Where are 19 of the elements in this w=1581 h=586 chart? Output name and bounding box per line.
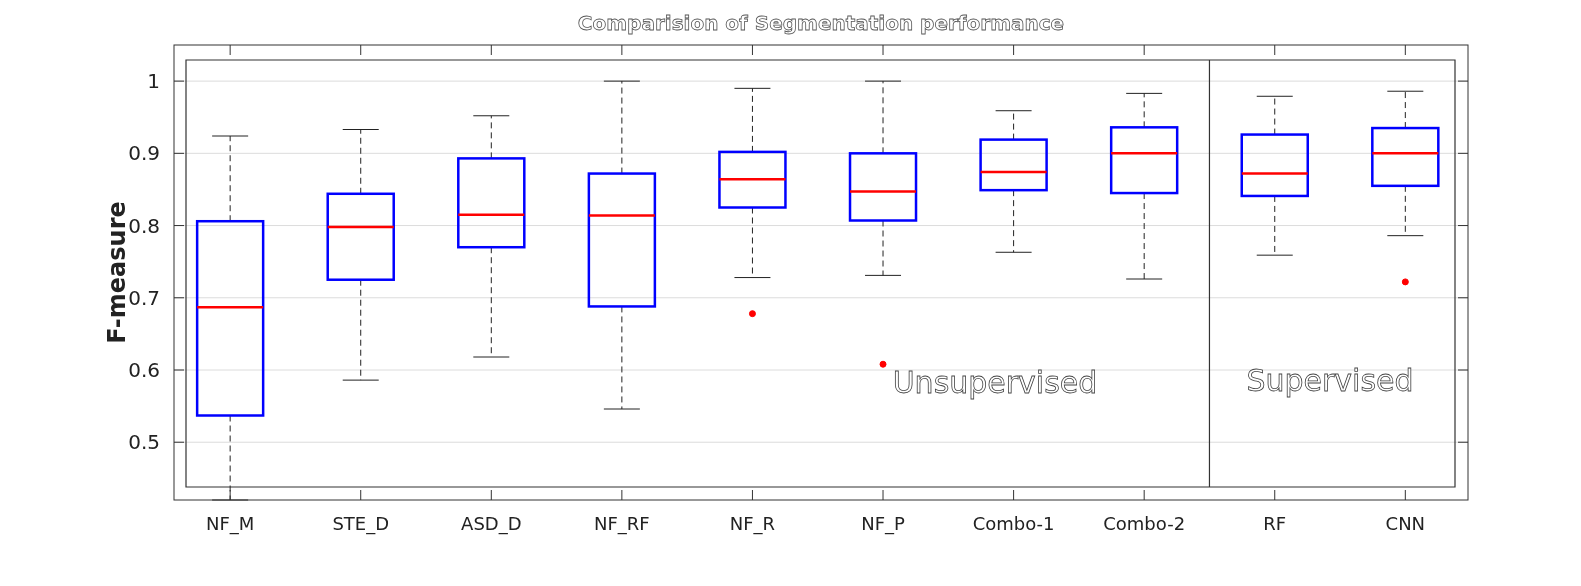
x-tick-label: Combo-2 [1103,513,1186,534]
x-tick-label: NF_R [729,513,776,535]
x-tick-label: CNN [1385,513,1426,534]
annotation: Unsupervised [892,364,1098,400]
y-tick-label: 0.6 [128,358,160,382]
x-tick-label: Combo-1 [972,513,1055,534]
x-tick-label: STE_D [332,513,390,535]
x-tick-label: NF_RF [594,513,650,535]
y-tick-label: 1 [147,69,160,94]
x-tick-label: NF_P [861,513,905,535]
x-tick-label: ASD_D [461,513,522,535]
y-tick-label: 0.9 [128,141,160,166]
x-tick-label: NF_M [205,513,255,535]
x-tick-label: RF [1263,513,1287,534]
y-tick-label: 0.8 [128,213,160,238]
y-tick-label: 0.7 [128,285,160,310]
y-tick-label: 0.5 [128,430,160,455]
annotation: Supervised [1246,362,1414,398]
chart-title: Comparision of Segmentation performance [577,11,1065,35]
